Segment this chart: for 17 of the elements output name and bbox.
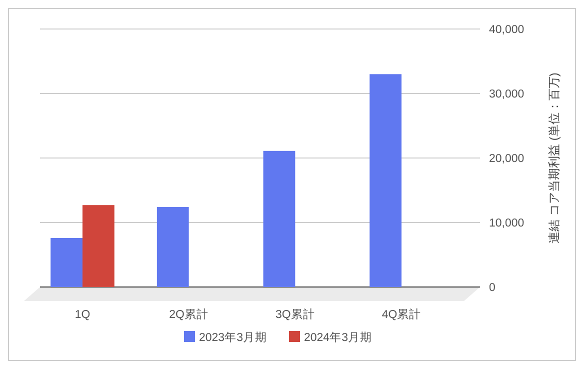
x-tick-label: 4Q累計 [382, 307, 422, 321]
y-tick-label: 10,000 [489, 218, 524, 230]
legend-label: 2023年3月期 [199, 331, 267, 344]
y-tick-label: 20,000 [489, 153, 524, 166]
y-tick-label: 0 [489, 282, 496, 294]
bar [263, 150, 296, 287]
bar [82, 205, 114, 287]
x-tick-label: 2Q累計 [169, 307, 208, 321]
bar [370, 74, 402, 287]
y-tick-label: 30,000 [489, 88, 524, 101]
x-tick-label: 3Q累計 [276, 307, 315, 321]
bar [50, 238, 82, 287]
y-axis-title: 連結 コア当期利益 (単位：百万) [547, 72, 562, 244]
legend-label: 2024年3月期 [304, 331, 372, 344]
x-tick-label: 1Q [74, 309, 90, 321]
y-tick-label: 40,000 [489, 24, 524, 36]
bar [156, 207, 189, 287]
